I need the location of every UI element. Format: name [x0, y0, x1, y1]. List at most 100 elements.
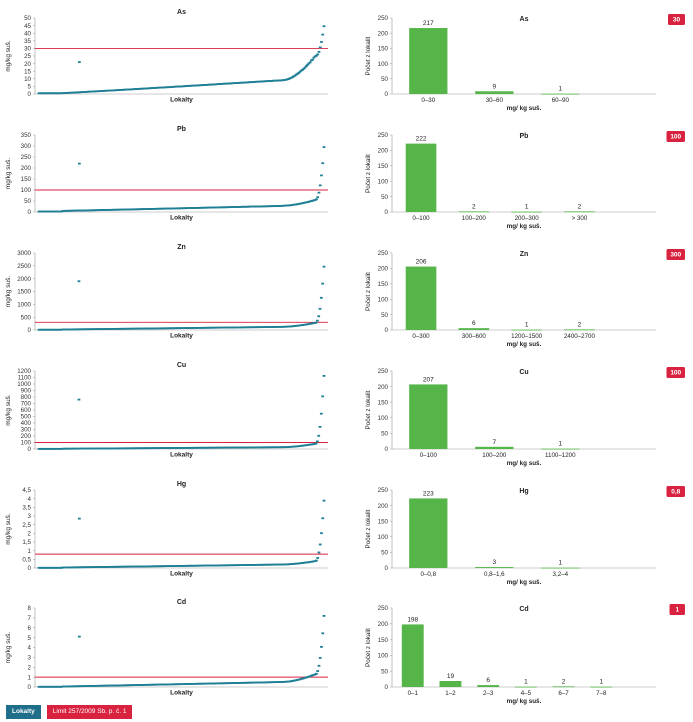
y-tick-label: 50 [381, 312, 388, 319]
category-label: 1200–1500 [511, 333, 543, 340]
data-point-outlier [77, 398, 81, 401]
y-tick-label: 3 [28, 513, 32, 520]
y-tick-label: 600 [21, 407, 32, 414]
bar-value-label: 222 [416, 136, 427, 143]
y-tick-label: 6 [28, 625, 32, 632]
data-point [318, 184, 322, 187]
data-point [318, 425, 322, 428]
data-point [322, 499, 326, 502]
data-point [316, 670, 320, 672]
data-point [316, 196, 320, 199]
category-label: 300–600 [462, 333, 487, 340]
y-tick-label: 0 [28, 327, 32, 334]
y-tick-label: 500 [21, 414, 32, 421]
y-tick-label: 150 [21, 176, 32, 183]
x-axis-label: mg/ kg suš. [507, 105, 542, 112]
limit-badge [666, 367, 685, 378]
bar [458, 211, 490, 213]
y-tick-label: 200 [21, 165, 32, 172]
y-tick-label: 1000 [17, 381, 31, 388]
y-tick-label: 2000 [17, 276, 31, 283]
data-point [316, 53, 320, 56]
bar [541, 448, 580, 450]
bar [564, 329, 595, 331]
bar-value-label: 6 [472, 320, 476, 327]
legend-limit: Limit 257/2009 Sb. p. č. 1 [46, 705, 133, 719]
y-tick-label: 0 [28, 565, 32, 572]
data-point [317, 315, 321, 318]
data-point [301, 68, 304, 71]
data-point [321, 282, 325, 285]
y-axis-label: mg/kg suš. [5, 158, 12, 190]
y-axis-label: mg/kg suš. [5, 40, 12, 72]
x-axis-label: mg/ kg suš. [507, 579, 542, 586]
y-tick-label: 1 [28, 548, 32, 555]
bar-panel-pb: 0 50 100 150 200 250 Pb Počet z lokalit mg/ kg s… [365, 131, 685, 230]
y-tick-label: 100 [378, 415, 389, 422]
bar-value-label: 206 [416, 259, 427, 266]
legend: Lokalty Limit 257/2009 Sb. p. č. 1 [6, 705, 133, 719]
data-point [315, 672, 318, 675]
data-point [315, 319, 319, 322]
data-point [320, 174, 323, 177]
y-tick-label: 2500 [17, 263, 31, 270]
chart-title: As [520, 16, 529, 23]
limit-badge-label: 100 [670, 134, 681, 141]
data-point-outlier [77, 517, 81, 520]
category-label: 100–200 [482, 452, 507, 459]
chart-title: Zn [520, 251, 529, 258]
bar [475, 91, 514, 94]
y-tick-label: 50 [381, 194, 388, 201]
y-tick-label: 50 [381, 76, 388, 83]
bar-value-label: 1 [558, 86, 562, 93]
data-point [321, 33, 325, 36]
x-axis-label: Lokalty [170, 452, 193, 459]
bar-value-label: 198 [407, 616, 418, 623]
data-point [321, 162, 325, 165]
y-tick-label: 1200 [17, 368, 31, 375]
y-tick-label: 200 [378, 266, 389, 273]
bar-value-label: 9 [492, 83, 496, 90]
y-axis-label: mg/kg suš. [5, 276, 12, 308]
y-tick-label: 150 [378, 163, 389, 170]
data-point [317, 434, 321, 437]
bar-value-label: 1 [558, 441, 562, 448]
chart-title: Cu [177, 362, 186, 369]
y-tick-label: 700 [21, 401, 32, 408]
data-point [317, 191, 321, 194]
x-axis-label: mg/ kg suš. [507, 223, 542, 230]
data-point [316, 557, 320, 559]
bar [458, 328, 490, 330]
data-point [319, 412, 323, 415]
data-point-outlier [77, 61, 81, 63]
y-tick-label: 15 [24, 68, 31, 75]
category-label: 1100–1200 [545, 452, 576, 459]
chart-title: As [177, 9, 186, 16]
data-point [318, 657, 322, 659]
limit-badge [666, 486, 685, 497]
category-label: 0–1 [408, 690, 419, 697]
limit-badge-label: 300 [670, 252, 681, 259]
bar [511, 329, 542, 331]
scatter-panel-cu: 0100200300400500600700800900100011001200… [5, 362, 328, 459]
chart-title: Pb [177, 126, 186, 133]
y-tick-label: 0 [385, 446, 389, 453]
category-label: 2400–2700 [564, 333, 596, 340]
bar-value-label: 223 [423, 490, 434, 497]
bar [590, 686, 613, 688]
bar-panel-hg: 0 50 100 150 200 250 Hg Počet z lokalit mg/ kg s… [365, 486, 685, 586]
data-point [322, 25, 326, 28]
y-tick-label: 300 [21, 143, 32, 150]
y-tick-label: 30 [24, 46, 31, 53]
bar [439, 680, 462, 687]
chart-title: Pb [520, 133, 529, 140]
category-label: 0–300 [412, 333, 430, 340]
y-tick-label: 1100 [18, 375, 32, 382]
bar-value-label: 2 [472, 203, 476, 210]
y-axis-label: Počet z lokalit [365, 509, 372, 548]
y-tick-label: 100 [378, 61, 389, 68]
bar [477, 685, 500, 687]
y-tick-label: 4 [28, 496, 32, 503]
bar [541, 93, 580, 95]
